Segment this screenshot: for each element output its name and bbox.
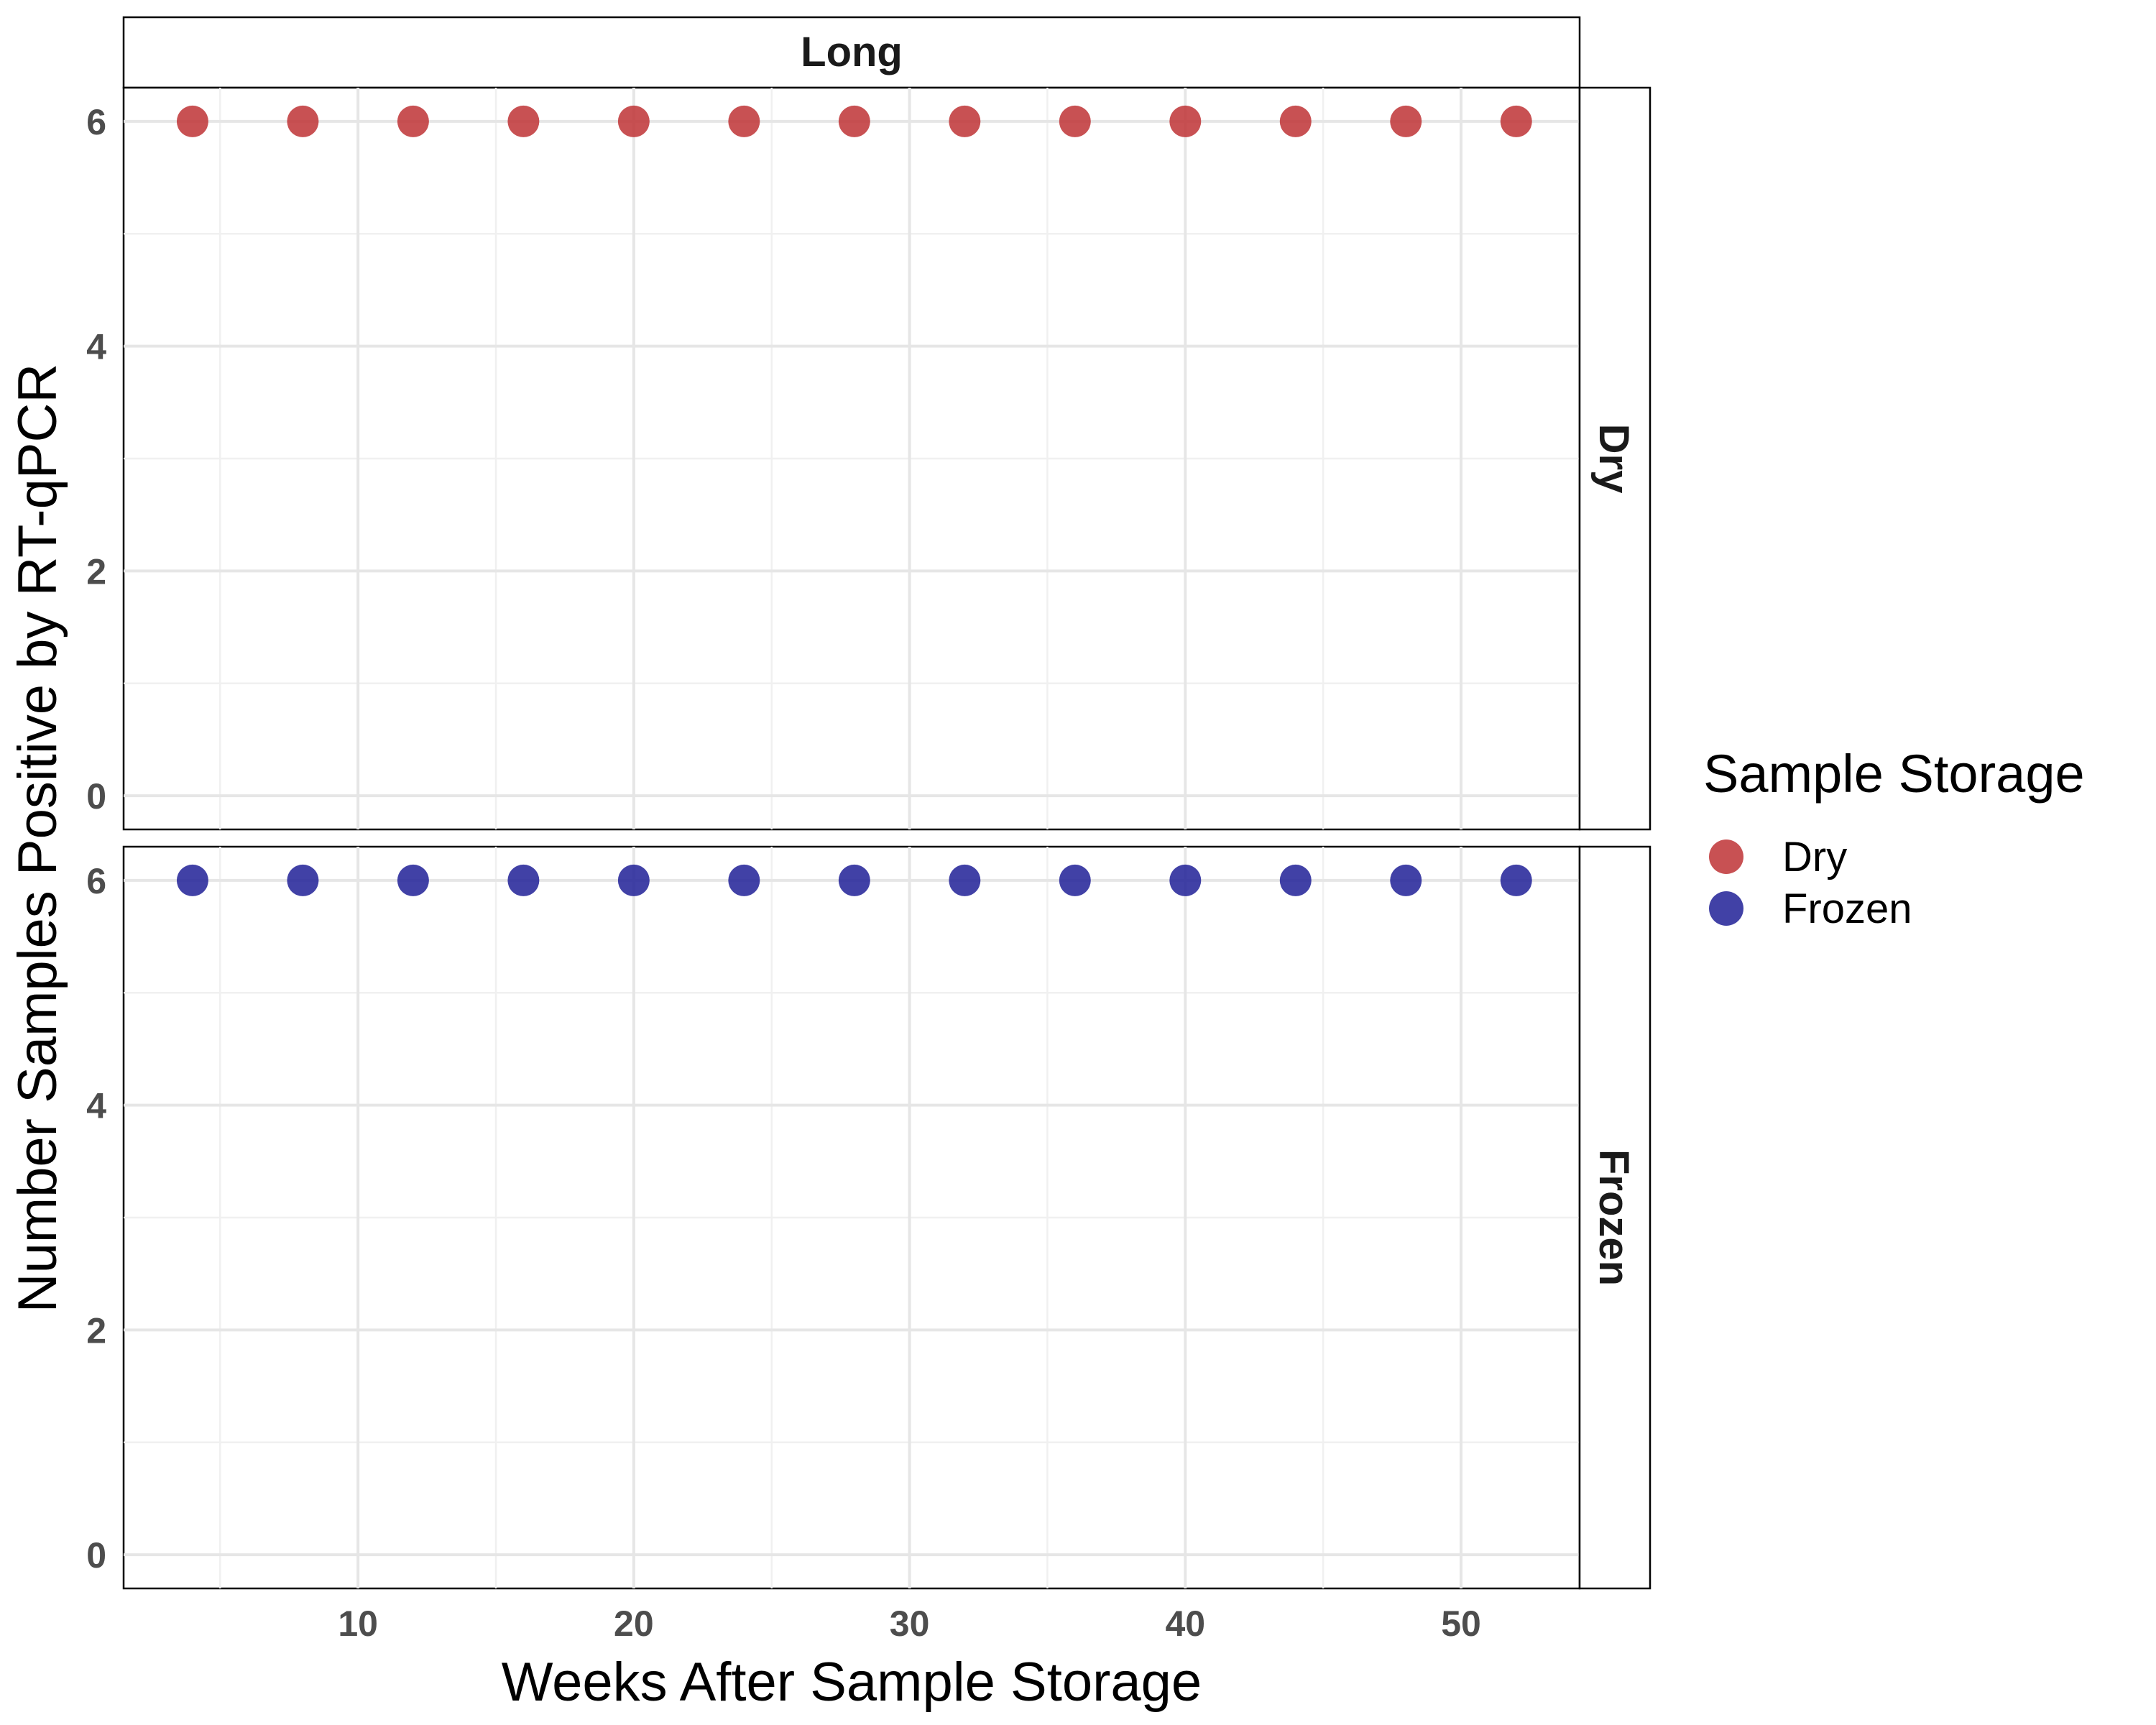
data-point-frozen xyxy=(949,864,981,896)
facet-strip-top: Long xyxy=(122,16,1581,89)
facet-strip-right-frozen: Frozen xyxy=(1578,845,1651,1590)
data-point-frozen xyxy=(397,864,429,896)
panel-frozen-points xyxy=(176,864,1532,896)
data-point-frozen xyxy=(838,864,870,896)
legend-key-frozen xyxy=(1709,891,1743,926)
data-point-frozen xyxy=(728,864,760,896)
legend-key-dry xyxy=(1709,840,1743,874)
data-point-frozen xyxy=(1059,864,1091,896)
panel-dry-grid xyxy=(124,88,1580,829)
panel-dry-y-ticks: 0 2 4 6 xyxy=(86,102,106,816)
y-tick-label: 4 xyxy=(86,1086,106,1126)
data-point-dry xyxy=(1500,105,1532,137)
data-point-dry xyxy=(1279,105,1312,137)
data-point-frozen xyxy=(507,864,540,896)
data-point-dry xyxy=(838,105,870,137)
legend: Sample Storage Dry Frozen xyxy=(1703,744,2085,932)
data-point-frozen xyxy=(617,864,650,896)
legend-label-frozen: Frozen xyxy=(1782,886,1912,932)
data-point-dry xyxy=(949,105,981,137)
panel-dry-points xyxy=(176,105,1532,137)
data-point-dry xyxy=(617,105,650,137)
panel-frozen: 0 2 4 6 xyxy=(86,845,1581,1590)
data-point-dry xyxy=(397,105,429,137)
legend-title: Sample Storage xyxy=(1703,744,2085,804)
data-point-frozen xyxy=(176,864,208,896)
data-point-dry xyxy=(1059,105,1091,137)
x-axis-ticks: 10 20 30 40 50 xyxy=(338,1604,1480,1644)
facet-strip-right-dry: Dry xyxy=(1578,86,1651,831)
data-point-dry xyxy=(507,105,540,137)
data-point-frozen xyxy=(1500,864,1532,896)
x-axis-title: Weeks After Sample Storage xyxy=(502,1652,1202,1713)
x-tick-label: 20 xyxy=(614,1604,654,1644)
facet-strip-dry-label: Dry xyxy=(1590,424,1637,494)
facet-strip-top-label: Long xyxy=(801,29,903,75)
x-tick-label: 50 xyxy=(1441,1604,1481,1644)
data-point-dry xyxy=(728,105,760,137)
data-point-frozen xyxy=(1390,864,1422,896)
y-tick-label: 2 xyxy=(86,1310,106,1351)
y-tick-label: 6 xyxy=(86,102,106,142)
data-point-frozen xyxy=(1279,864,1312,896)
data-point-dry xyxy=(1390,105,1422,137)
panel-dry: 0 2 4 6 xyxy=(86,86,1581,831)
x-tick-label: 10 xyxy=(338,1604,378,1644)
y-axis-title: Number Samples Positive by RT-qPCR xyxy=(7,364,68,1313)
legend-label-dry: Dry xyxy=(1782,834,1847,880)
x-tick-label: 30 xyxy=(890,1604,930,1644)
y-tick-label: 0 xyxy=(86,1535,106,1576)
y-tick-label: 2 xyxy=(86,551,106,592)
y-tick-label: 4 xyxy=(86,327,106,367)
data-point-dry xyxy=(287,105,319,137)
data-point-frozen xyxy=(1169,864,1202,896)
y-tick-label: 0 xyxy=(86,776,106,816)
panel-frozen-y-ticks: 0 2 4 6 xyxy=(86,861,106,1576)
data-point-frozen xyxy=(287,864,319,896)
facet-strip-frozen-label: Frozen xyxy=(1590,1149,1637,1286)
x-tick-label: 40 xyxy=(1165,1604,1205,1644)
y-tick-label: 6 xyxy=(86,861,106,901)
data-point-dry xyxy=(1169,105,1202,137)
data-point-dry xyxy=(176,105,208,137)
